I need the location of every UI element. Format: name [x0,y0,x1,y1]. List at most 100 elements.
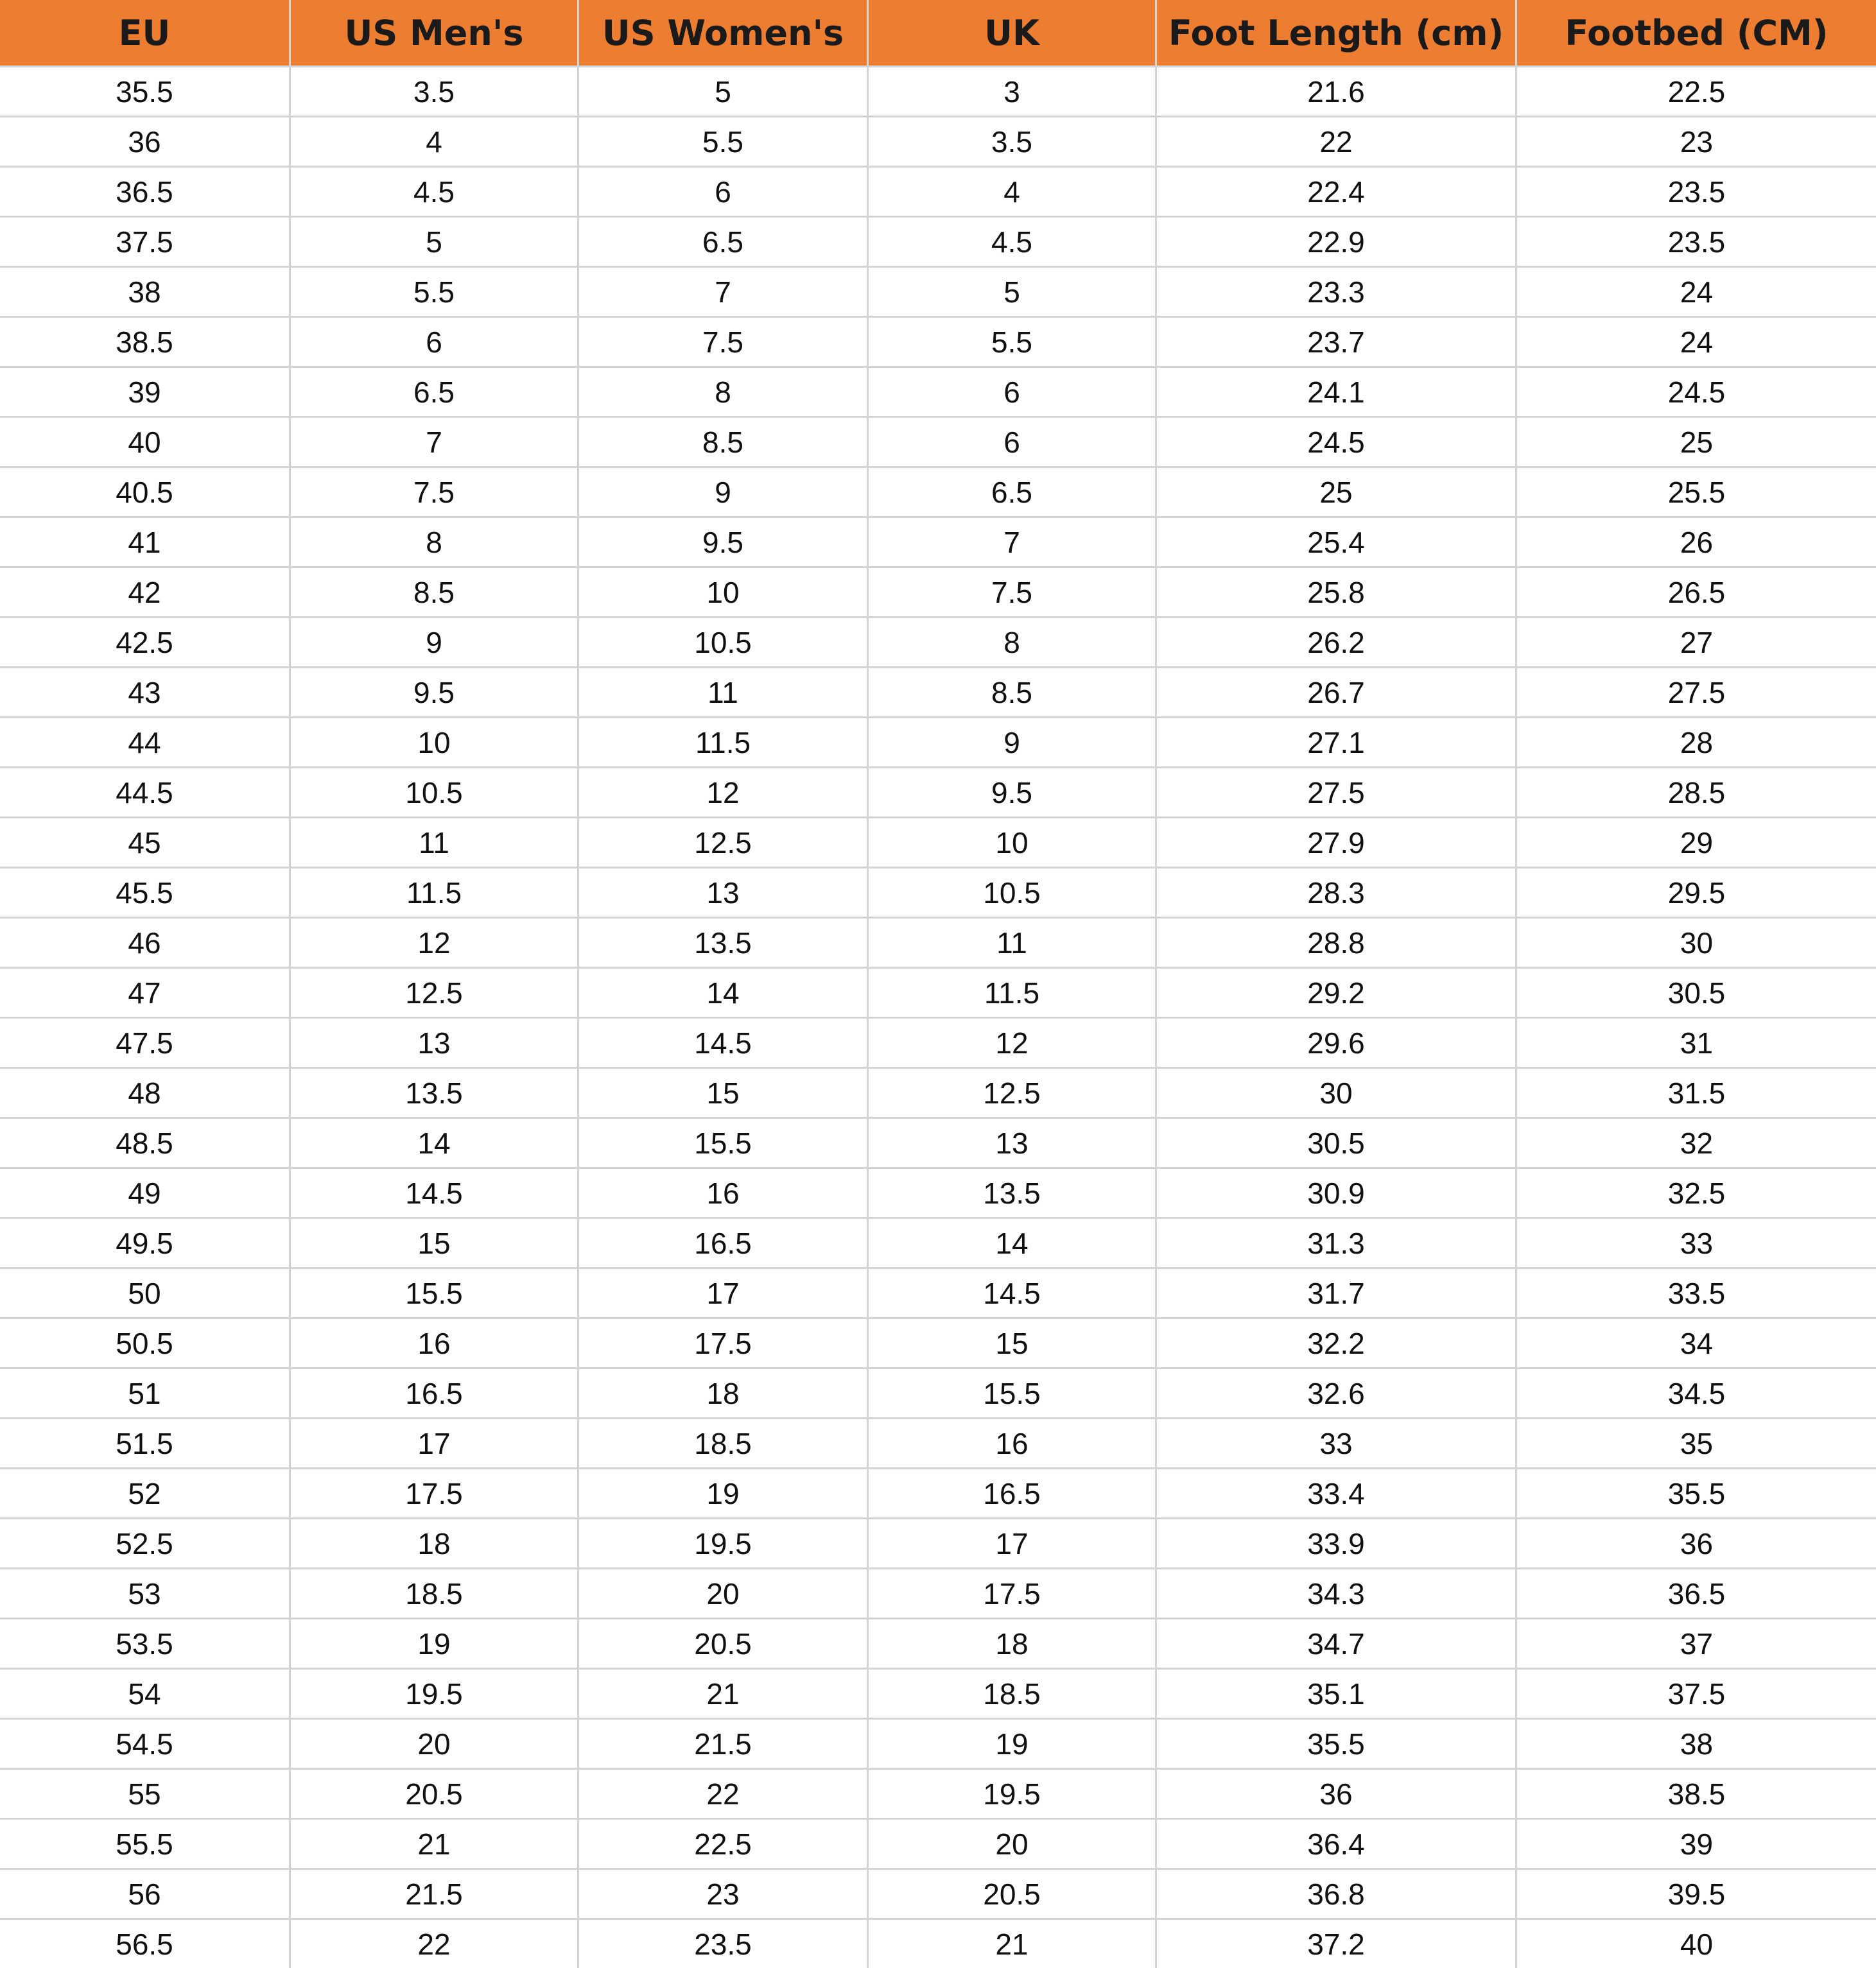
table-cell: 6.5 [579,218,867,266]
table-cell: 4 [869,168,1155,216]
table-cell: 12 [579,768,867,816]
table-cell: 36.5 [0,168,289,216]
table-cell: 13 [291,1019,577,1067]
table-cell: 36 [0,117,289,166]
table-cell: 9 [869,718,1155,766]
table-cell: 3 [869,67,1155,116]
table-cell: 23.5 [1517,168,1876,216]
table-cell: 24 [1517,318,1876,366]
table-cell: 31.3 [1157,1219,1515,1267]
table-cell: 27.5 [1157,768,1515,816]
table-cell: 30.5 [1157,1119,1515,1167]
table-cell: 4.5 [291,168,577,216]
table-cell: 4.5 [869,218,1155,266]
table-cell: 43 [0,668,289,716]
table-cell: 9.5 [869,768,1155,816]
table-cell: 35.5 [1517,1469,1876,1517]
table-cell: 37 [1517,1619,1876,1668]
table-cell: 9 [579,468,867,516]
table-cell: 26.2 [1157,618,1515,666]
table-cell: 3.5 [291,67,577,116]
header-cell: Footbed (CM) [1517,0,1876,65]
table-cell: 22.5 [1517,67,1876,116]
table-cell: 15.5 [291,1269,577,1317]
table-cell: 15 [579,1069,867,1117]
table-cell: 14 [579,969,867,1017]
table-cell: 36.4 [1157,1820,1515,1868]
table-cell: 28 [1517,718,1876,766]
table-cell: 15 [291,1219,577,1267]
table-cell: 22 [579,1770,867,1818]
table-cell: 29.2 [1157,969,1515,1017]
table-cell: 28.3 [1157,868,1515,917]
table-cell: 24 [1517,268,1876,316]
table-cell: 38.5 [1517,1770,1876,1818]
table-cell: 17.5 [579,1319,867,1367]
table-cell: 33.9 [1157,1519,1515,1567]
table-cell: 16 [579,1169,867,1217]
table-cell: 9 [291,618,577,666]
table-cell: 34 [1517,1319,1876,1367]
table-cell: 56 [0,1870,289,1918]
table-cell: 11 [869,919,1155,967]
table-cell: 21 [579,1670,867,1718]
table-cell: 23 [579,1870,867,1918]
table-cell: 14.5 [291,1169,577,1217]
table-cell: 24.5 [1157,418,1515,466]
table-cell: 11.5 [869,969,1155,1017]
table-cell: 19.5 [869,1770,1155,1818]
table-cell: 39 [1517,1820,1876,1868]
table-cell: 9.5 [579,518,867,566]
table-cell: 8.5 [579,418,867,466]
table-cell: 56.5 [0,1920,289,1968]
table-cell: 20.5 [869,1870,1155,1918]
table-cell: 35.5 [1157,1720,1515,1768]
table-cell: 51.5 [0,1419,289,1467]
table-cell: 16 [291,1319,577,1367]
table-cell: 39 [0,368,289,416]
table-cell: 33.4 [1157,1469,1515,1517]
table-cell: 31.5 [1517,1069,1876,1117]
table-cell: 55.5 [0,1820,289,1868]
table-cell: 8.5 [291,568,577,616]
table-cell: 40.5 [0,468,289,516]
table-cell: 5.5 [579,117,867,166]
table-cell: 8.5 [869,668,1155,716]
table-cell: 8 [291,518,577,566]
table-cell: 13.5 [579,919,867,967]
table-cell: 54 [0,1670,289,1718]
table-cell: 15.5 [579,1119,867,1167]
table-cell: 21 [291,1820,577,1868]
table-cell: 38 [0,268,289,316]
table-cell: 37.2 [1157,1920,1515,1968]
header-cell: US Women's [579,0,867,65]
table-cell: 7.5 [869,568,1155,616]
table-cell: 20.5 [579,1619,867,1668]
table-cell: 40 [1517,1920,1876,1968]
table-cell: 23 [1517,117,1876,166]
table-cell: 27.1 [1157,718,1515,766]
table-cell: 12.5 [869,1069,1155,1117]
table-cell: 16 [869,1419,1155,1467]
table-cell: 12.5 [579,818,867,867]
table-cell: 12 [869,1019,1155,1067]
table-cell: 22 [291,1920,577,1968]
table-cell: 25.8 [1157,568,1515,616]
table-cell: 21.5 [579,1720,867,1768]
table-cell: 5 [291,218,577,266]
table-cell: 6 [869,418,1155,466]
table-cell: 18 [869,1619,1155,1668]
table-cell: 36 [1157,1770,1515,1818]
table-cell: 23.5 [579,1920,867,1968]
table-cell: 14 [869,1219,1155,1267]
table-cell: 33.5 [1517,1269,1876,1317]
table-cell: 50.5 [0,1319,289,1367]
table-cell: 10.5 [579,618,867,666]
table-cell: 10 [291,718,577,766]
table-cell: 18.5 [869,1670,1155,1718]
table-cell: 28.8 [1157,919,1515,967]
table-cell: 40 [0,418,289,466]
table-cell: 16.5 [869,1469,1155,1517]
table-cell: 10.5 [869,868,1155,917]
table-cell: 23.5 [1517,218,1876,266]
